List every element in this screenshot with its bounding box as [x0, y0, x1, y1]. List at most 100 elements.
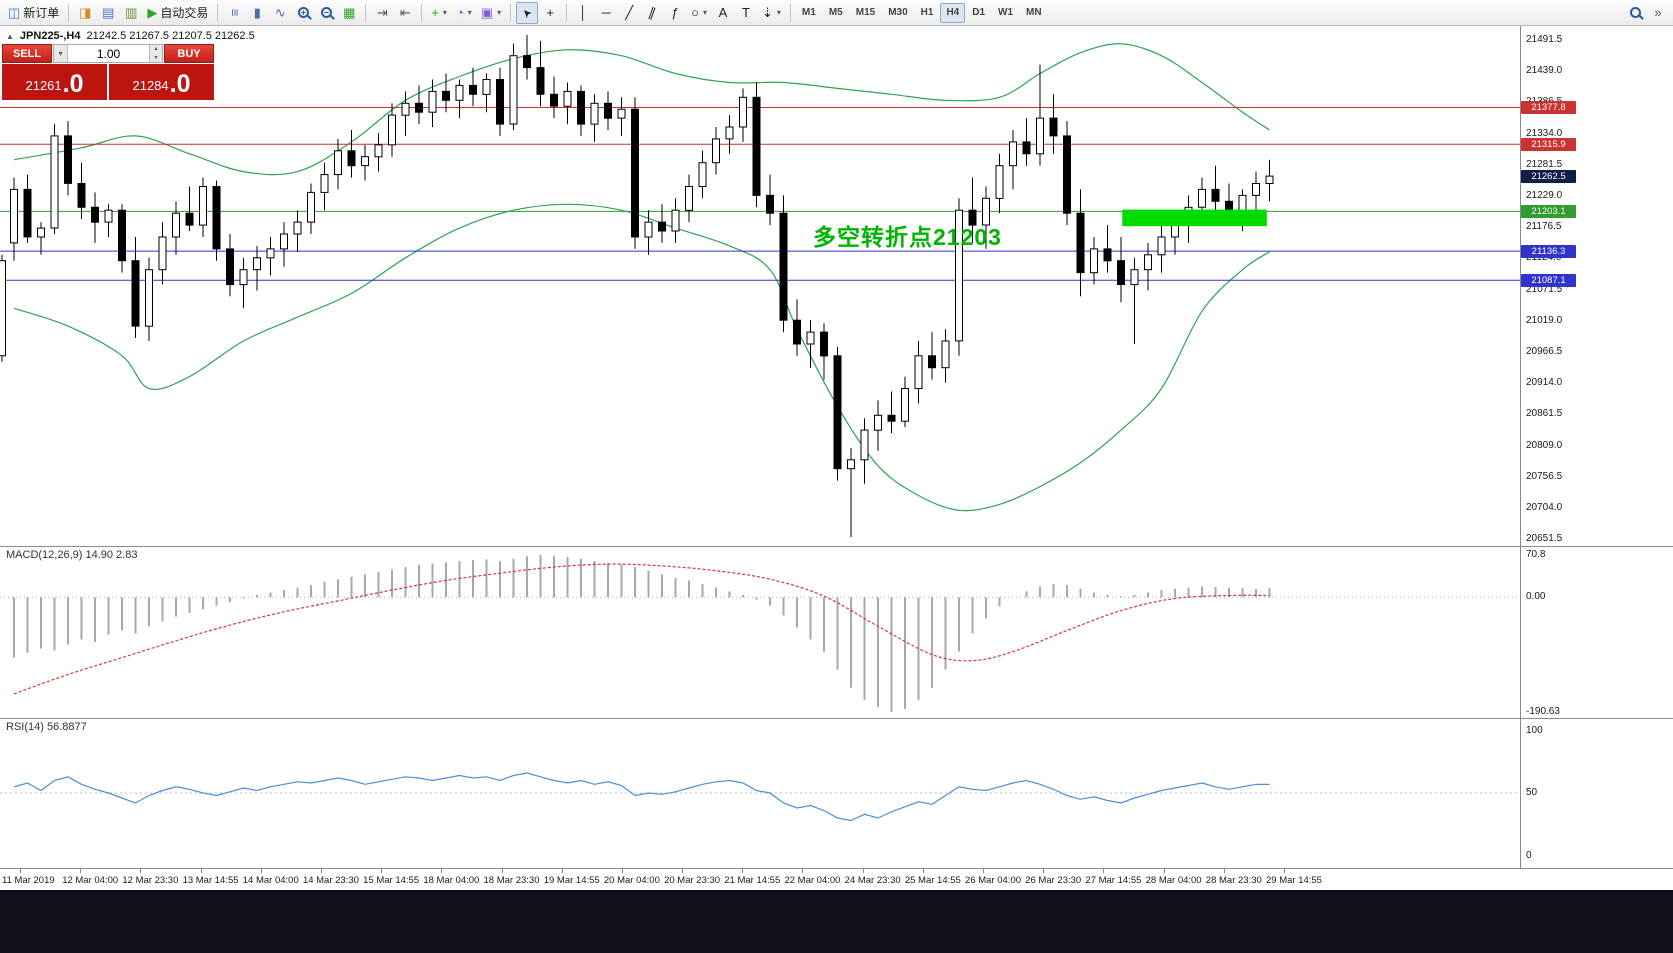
cursor-button[interactable]: ➤	[516, 1, 539, 24]
bar-chart-mode-button[interactable]: ≡	[223, 2, 245, 24]
time-axis-label: 14 Mar 23:30	[302, 875, 359, 886]
time-axis-label: 26 Mar 04:00	[965, 875, 1022, 886]
time-axis-label: 12 Mar 23:30	[122, 875, 179, 886]
toolbar-separator	[421, 3, 423, 22]
tile-windows-icon: ▦	[343, 5, 356, 20]
label-tool-button[interactable]: T	[735, 2, 757, 24]
time-axis-tick	[983, 869, 985, 873]
price-chart[interactable]	[0, 26, 1673, 546]
taskbar[interactable]	[0, 890, 1673, 953]
timeframe-mn-button[interactable]: MN	[1020, 3, 1048, 23]
time-axis-tick	[441, 869, 443, 873]
sell-button[interactable]: SELL	[2, 44, 52, 63]
templates-button[interactable]: ▣ ▾	[477, 2, 505, 24]
timeframe-m1-button[interactable]: M1	[796, 3, 822, 23]
time-axis-tick	[682, 869, 684, 873]
time-axis-label: 19 Mar 14:55	[543, 875, 600, 886]
time-axis-label: 15 Mar 14:55	[363, 875, 420, 886]
time-axis-tick	[561, 869, 563, 873]
zoom-out-button[interactable]: −	[315, 2, 337, 24]
volume-dropdown-icon[interactable]: ▾	[54, 45, 68, 62]
search-button[interactable]	[1624, 2, 1646, 24]
toolbar-separator	[217, 3, 219, 22]
time-axis-tick	[922, 869, 924, 873]
text-tool-icon: A	[718, 5, 728, 20]
time-axis-tick	[260, 869, 262, 873]
indicators-list-button[interactable]: + ▾	[427, 2, 451, 24]
chart-window: 11 Mar 2019 12 Mar 04:00 12 Mar 23:30 13 Ma…	[0, 26, 1673, 890]
auto-scroll-button[interactable]: ⇥	[371, 2, 393, 24]
candlestick-mode-button[interactable]: ▮	[246, 2, 268, 24]
line-chart-mode-button[interactable]: ∿	[269, 2, 291, 24]
chart-shift-button[interactable]: ⇤	[394, 2, 416, 24]
time-axis-tick	[621, 869, 623, 873]
rsi-panel[interactable]	[0, 718, 1673, 868]
time-axis-label: 11 Mar 2019	[2, 875, 55, 886]
time-axis-tick	[200, 869, 202, 873]
volume-input[interactable]	[68, 45, 149, 62]
timeframe-m30-button[interactable]: M30	[882, 3, 913, 23]
tile-windows-button[interactable]: ▦	[338, 2, 360, 24]
vertical-line-tool-button[interactable]: │	[572, 2, 594, 24]
horizontal-line-tool-button[interactable]: ─	[595, 2, 617, 24]
volume-control: ▾ ▴ ▾	[53, 44, 163, 63]
time-axis-tick	[140, 869, 142, 873]
time-axis-label: 18 Mar 04:00	[423, 875, 480, 886]
macd-panel[interactable]	[0, 546, 1673, 718]
timeframe-d1-button[interactable]: D1	[966, 3, 991, 23]
zoom-in-button[interactable]: +	[292, 2, 314, 24]
time-axis-tick	[1043, 869, 1045, 873]
time-axis-label: 21 Mar 14:55	[724, 875, 781, 886]
collapse-panel-icon[interactable]: ▲	[6, 31, 14, 41]
market-watch-button[interactable]: ▤	[97, 2, 119, 24]
autotrading-button[interactable]: ▶ 自动交易	[143, 2, 212, 24]
buy-price-main: 21284	[132, 78, 169, 93]
panel-separator[interactable]	[0, 546, 1673, 547]
vertical-line-tool-icon: │	[579, 5, 588, 20]
time-axis-tick	[80, 869, 82, 873]
volume-stepper: ▴ ▾	[149, 45, 162, 62]
chart-annotation-text: 多空转折点21203	[813, 224, 1002, 250]
buy-button[interactable]: BUY	[164, 44, 214, 63]
timeframe-m5-button[interactable]: M5	[823, 3, 849, 23]
expand-button[interactable]: »	[1647, 2, 1669, 24]
volume-up-icon[interactable]: ▴	[150, 45, 162, 54]
time-axis-tick	[1103, 869, 1105, 873]
trendline-tool-icon: ╱	[625, 5, 634, 20]
time-axis-tick	[742, 869, 744, 873]
caret-down-icon: ▾	[442, 8, 447, 17]
time-axis-label: 12 Mar 04:00	[62, 875, 119, 886]
panel-separator[interactable]	[0, 718, 1673, 719]
caret-down-icon: ▾	[467, 8, 472, 17]
timeframe-m15-button[interactable]: M15	[850, 3, 881, 23]
autotrading-icon: ▶	[147, 5, 158, 20]
candlestick-mode-icon: ▮	[253, 5, 261, 20]
arrows-tool-button[interactable]: ⇣ ▾	[758, 2, 785, 24]
terminal-panel-button[interactable]: ▥	[120, 2, 142, 24]
time-axis-tick	[1283, 869, 1285, 873]
volume-down-icon[interactable]: ▾	[150, 53, 162, 62]
periods-button[interactable]: ◔ ▾	[452, 2, 476, 24]
label-tool-icon: T	[742, 5, 750, 20]
fibonacci-tool-button[interactable]: ƒ	[664, 2, 686, 24]
caret-down-icon: ▾	[776, 8, 781, 17]
caret-down-icon: ▾	[702, 8, 707, 17]
sell-price-button[interactable]: 21261 .0	[2, 64, 107, 100]
buy-price-button[interactable]: 21284 .0	[109, 64, 214, 100]
timeframe-h1-button[interactable]: H1	[915, 3, 940, 23]
timeframe-w1-button[interactable]: W1	[992, 3, 1019, 23]
timeframe-h4-button[interactable]: H4	[940, 2, 966, 23]
time-axis-tick	[381, 869, 383, 873]
crosshair-button[interactable]: +	[539, 2, 561, 24]
sell-price-frac: .0	[62, 70, 84, 98]
text-tool-button[interactable]: A	[712, 2, 734, 24]
trendline-tool-button[interactable]: ╱	[618, 2, 640, 24]
time-axis-label: 26 Mar 23:30	[1025, 875, 1082, 886]
chart-window-button[interactable]: ◨	[74, 2, 96, 24]
channel-tool-button[interactable]: ∥	[641, 2, 663, 24]
time-axis[interactable]: 11 Mar 2019 12 Mar 04:00 12 Mar 23:30 13 Ma…	[0, 868, 1673, 890]
new-order-button[interactable]: ◫ 新订单	[4, 2, 63, 24]
shapes-tool-button[interactable]: ○ ▾	[687, 2, 711, 24]
main-toolbar: ◫ 新订单 ◨ ▤ ▥ ▶ 自动交易 ≡ ▮ ∿ + − ▦ ⇥ ⇤ + ▾ ◔ ▾ ▣ ▾ ➤ + │ ─ ╱ ∥ ƒ ○ ▾ A T ⇣ ▾ M…	[0, 0, 1673, 26]
